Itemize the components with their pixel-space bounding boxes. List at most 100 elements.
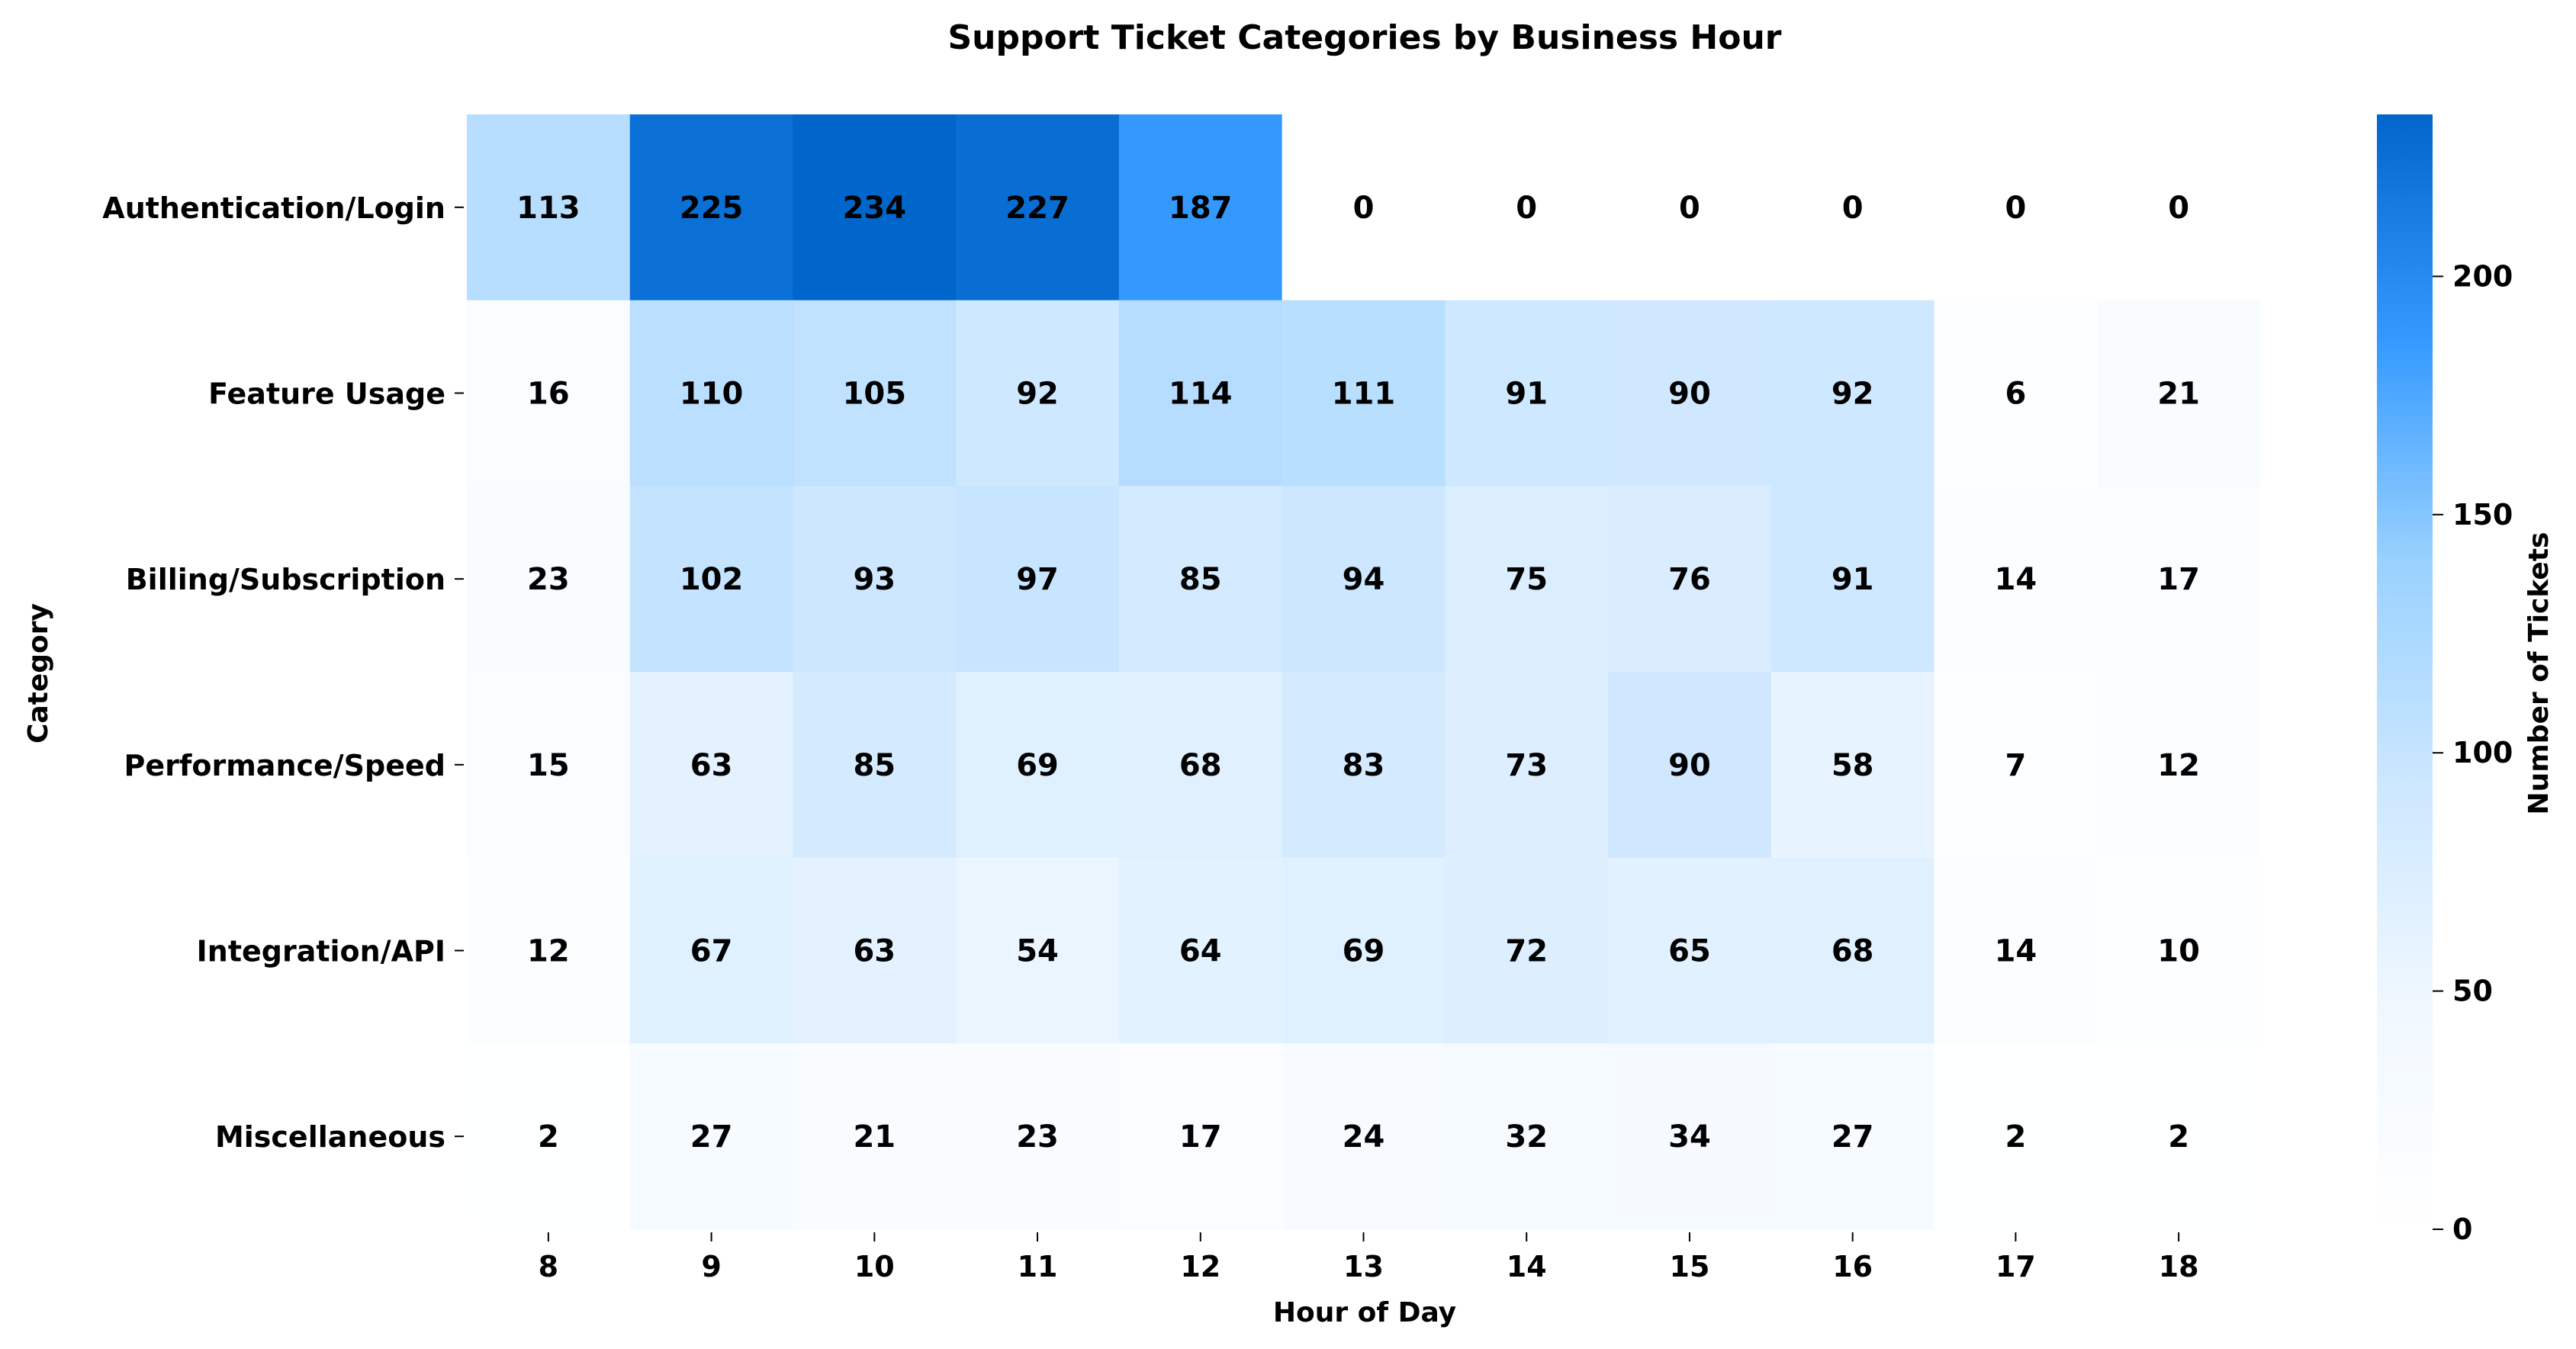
heatmap-cell <box>793 486 957 673</box>
cell-value-label: 97 <box>1016 562 1059 597</box>
heatmap-cell <box>1282 114 1446 301</box>
x-tick-label: 12 <box>1180 1250 1220 1283</box>
heatmap-cell <box>1608 1043 1772 1230</box>
heatmap-cell <box>793 300 957 487</box>
heatmap-cell <box>2097 672 2261 859</box>
cell-value-label: 76 <box>1668 562 1711 597</box>
cell-value-label: 187 <box>1169 191 1233 226</box>
cell-value-label: 68 <box>1832 934 1874 969</box>
cell-value-label: 75 <box>1505 562 1548 597</box>
cell-value-label: 0 <box>2168 191 2189 226</box>
x-tick-label: 10 <box>854 1250 895 1283</box>
heatmap-cell <box>467 300 631 487</box>
heatmap-cell <box>956 672 1120 859</box>
cell-value-label: 16 <box>527 377 570 412</box>
heatmap-cell <box>956 486 1120 673</box>
heatmap-cell <box>1445 486 1609 673</box>
cell-value-label: 2 <box>2168 1119 2189 1155</box>
cell-value-label: 14 <box>1995 934 2037 969</box>
cell-value-label: 32 <box>1505 1119 1548 1155</box>
heatmap-cell <box>467 486 631 673</box>
cell-value-label: 92 <box>1832 377 1874 412</box>
cell-value-label: 58 <box>1832 748 1874 783</box>
cell-value-label: 113 <box>516 191 580 226</box>
cell-value-label: 91 <box>1505 377 1548 412</box>
cell-value-label: 63 <box>690 748 733 783</box>
x-tick-label: 16 <box>1832 1250 1873 1283</box>
heatmap-cell <box>1118 672 1283 859</box>
y-tick-label: Miscellaneous <box>215 1120 445 1154</box>
heatmap-cell <box>956 114 1120 301</box>
heatmap-cell <box>1770 672 1935 859</box>
cell-value-label: 234 <box>843 191 907 226</box>
x-tick-label: 13 <box>1343 1250 1384 1283</box>
heatmap-cell <box>467 672 631 859</box>
cell-value-label: 105 <box>843 377 907 412</box>
heatmap-cell <box>1934 114 2098 301</box>
colorbar: 0 50 100 150 200 <box>2377 114 2513 1246</box>
heatmap-cell <box>1934 672 2098 859</box>
heatmap-cell <box>1608 114 1772 301</box>
heatmap-cell <box>1118 486 1283 673</box>
cell-value-label: 65 <box>1668 934 1711 969</box>
heatmap-cell <box>1118 300 1283 487</box>
heatmap-cell <box>1770 486 1935 673</box>
cell-value-label: 91 <box>1832 562 1874 597</box>
x-tick-label: 15 <box>1670 1250 1710 1283</box>
cell-value-label: 110 <box>680 377 744 412</box>
cell-value-label: 27 <box>1832 1119 1874 1155</box>
cell-value-label: 21 <box>2157 377 2200 412</box>
cell-value-label: 12 <box>527 934 570 969</box>
heatmap-cell <box>1934 300 2098 487</box>
cell-value-label: 67 <box>690 934 733 969</box>
heatmap-cell <box>629 114 793 301</box>
cell-value-label: 68 <box>1179 748 1222 783</box>
cell-value-label: 94 <box>1343 562 1385 597</box>
heatmap-cell <box>1934 1043 2098 1230</box>
colorbar-tick-label: 100 <box>2452 736 2513 769</box>
y-tick-label: Integration/API <box>197 935 445 968</box>
y-tick-label: Performance/Speed <box>124 749 445 782</box>
cell-value-label: 12 <box>2157 748 2200 783</box>
heatmap-cell <box>1770 114 1935 301</box>
colorbar-gradient <box>2377 114 2433 1229</box>
cell-value-label: 17 <box>2157 562 2200 597</box>
heatmap-cell <box>2097 1043 2261 1230</box>
heatmap-cell <box>1770 300 1935 487</box>
x-tick-label: 9 <box>701 1250 721 1283</box>
cell-value-label: 102 <box>680 562 744 597</box>
y-tick-label: Billing/Subscription <box>126 563 445 596</box>
cell-value-label: 2 <box>2005 1119 2026 1155</box>
heatmap-cell <box>1282 300 1446 487</box>
heatmap-cell <box>1445 300 1609 487</box>
cell-value-label: 10 <box>2157 934 2200 969</box>
x-tick-label: 18 <box>2159 1250 2199 1283</box>
heatmap-cell <box>1445 114 1609 301</box>
y-tick-label: Authentication/Login <box>102 191 445 225</box>
heatmap-cell <box>1118 857 1283 1044</box>
heatmap-cell <box>2097 300 2261 487</box>
heatmap-cell <box>1608 486 1772 673</box>
heatmap-cell <box>2097 857 2261 1044</box>
cell-value-label: 90 <box>1668 748 1711 783</box>
colorbar-label: Number of Tickets <box>2523 532 2555 815</box>
x-tick-label: 17 <box>1996 1250 2036 1283</box>
colorbar-tick-label: 200 <box>2452 259 2513 293</box>
cell-value-label: 24 <box>1343 1119 1385 1155</box>
y-axis-label: Category <box>23 603 54 744</box>
heatmap-cell <box>956 857 1120 1044</box>
heatmap-cell <box>793 672 957 859</box>
heatmap-cell <box>1282 1043 1446 1230</box>
cell-value-label: 90 <box>1668 377 1711 412</box>
cell-value-label: 54 <box>1016 934 1059 969</box>
heatmap-cell <box>2097 486 2261 673</box>
heatmap-cell <box>629 300 793 487</box>
heatmap-cell <box>793 1043 957 1230</box>
heatmap-cell <box>1608 857 1772 1044</box>
cell-value-label: 111 <box>1332 377 1396 412</box>
colorbar-tick-label: 150 <box>2452 498 2513 532</box>
x-tick-label: 11 <box>1018 1250 1058 1283</box>
cell-value-label: 14 <box>1995 562 2037 597</box>
cell-value-label: 23 <box>1016 1119 1059 1155</box>
heatmap-cell <box>467 114 631 301</box>
